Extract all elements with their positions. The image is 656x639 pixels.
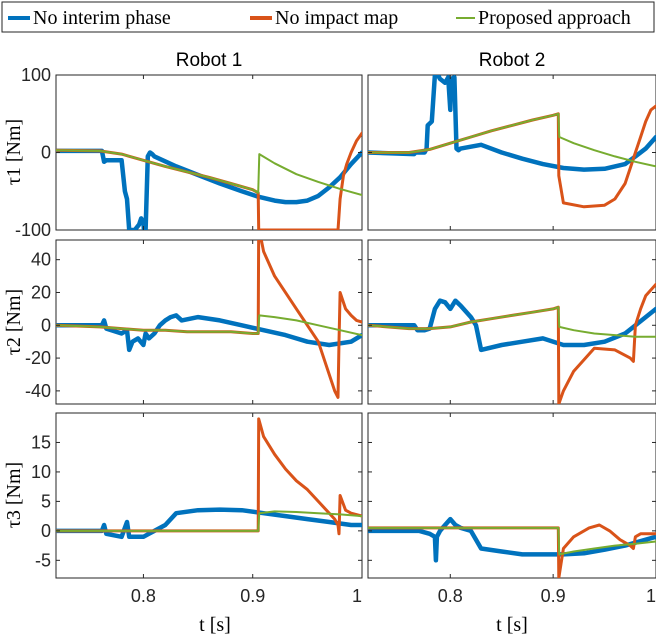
series-group [56,131,362,230]
series-line-proposed-approach [368,526,656,556]
ytick-label: 0 [41,521,51,541]
ytick-label: -40 [25,381,51,401]
ytick-label: 0 [41,315,51,335]
legend-label-no-impact-map: No impact map [275,7,398,29]
series-group [56,240,362,399]
xtick-label: 0.8 [438,586,463,606]
ylabel-tau2: τ2 [Nm] [3,289,25,355]
column-title-robot-2: Robot 2 [479,50,546,71]
xtick-label: 0.9 [240,586,265,606]
series-line-no-interim-phase [56,313,362,353]
ytick-label: 100 [21,65,51,85]
series-line-no-interim-phase [368,298,656,353]
panel-r1-c2 [367,74,656,231]
ylabel-tau1: τ1 [Nm] [3,119,25,185]
xlabel-robot-2: t [s] [496,614,528,636]
column-title-robot-1: Robot 1 [176,50,243,71]
xtick-label: 0.8 [131,586,156,606]
series-line-no-impact-map [56,417,362,536]
xlabel-robot-1: t [s] [199,614,231,636]
ytick-label: 5 [41,491,51,511]
ytick-label: 0 [41,143,51,163]
axes-frame [55,412,363,579]
ytick-label: 20 [31,282,51,302]
ytick-label: 10 [31,462,51,482]
series-line-proposed-approach [368,306,656,338]
xtick-label: 1 [352,586,362,606]
ylabel-tau3: τ3 [Nm] [3,462,25,528]
ytick-label: 15 [31,432,51,452]
legend-label-no-interim-phase: No interim phase [33,7,171,29]
series-line-no-interim-phase [368,75,656,172]
ytick-label: -20 [25,348,51,368]
legend-label-proposed-approach: Proposed approach [478,7,631,29]
plot-area: -100 0 100 -40 -20 0 20 40 -5 0 5 10 15 0.8 0.9 1 0.8 0.9… [15,65,656,606]
ytick-label: -5 [35,550,51,570]
xtick-label: 0.9 [541,586,566,606]
panel-r3-c2: 0.8 0.9 1 [367,412,656,606]
legend-box [1,1,655,33]
panel-r2-c2 [367,239,656,405]
ytick-label: 40 [31,250,51,270]
xtick-label: 1 [646,586,656,606]
panel-r2-c1: -40 -20 0 20 40 [25,239,363,405]
series-line-no-interim-phase [368,516,656,563]
series-line-proposed-approach [56,149,362,197]
series-line-proposed-approach [56,510,362,532]
series-group [368,516,656,578]
series-group [368,282,656,404]
legend: No interim phase No impact map Proposed … [1,1,655,33]
series-line-proposed-approach [56,314,362,337]
series-line-proposed-approach [368,112,656,168]
series-line-no-impact-map [56,240,362,399]
series-group [368,75,656,209]
series-group [56,417,362,540]
axes-frame [367,412,656,579]
ytick-label: -100 [15,220,51,240]
panel-r1-c1: -100 0 100 [15,65,363,240]
panel-r3-c1: -5 0 5 10 15 0.8 0.9 1 [31,412,363,606]
series-line-no-interim-phase [56,148,362,230]
axes-frame [367,239,656,405]
